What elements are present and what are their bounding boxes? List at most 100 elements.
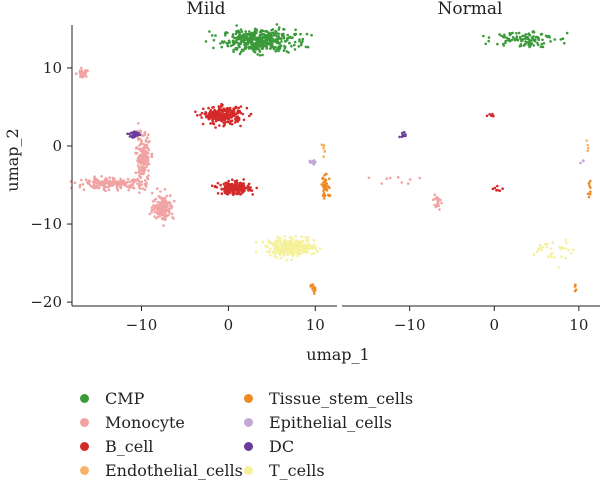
plot-layer: −10 0 10 −10 0 10 −20 −10 0 10 xyxy=(30,23,600,334)
point-b-cell xyxy=(485,114,489,118)
point-t-cells xyxy=(314,246,318,250)
point-cmp xyxy=(548,35,551,38)
point-t-cells xyxy=(261,240,265,244)
point-b-cell xyxy=(224,117,228,120)
point-monocyte xyxy=(81,183,85,186)
point-b-cell xyxy=(212,117,215,120)
point-monocyte xyxy=(156,212,159,216)
legend-item-dc: DC xyxy=(244,434,294,458)
point-t-cells xyxy=(297,240,301,243)
point-t-cells xyxy=(570,252,573,255)
point-b-cell xyxy=(194,110,197,114)
y-tick-label: 10 xyxy=(43,59,62,77)
point-monocyte xyxy=(140,139,143,143)
point-cmp xyxy=(487,39,491,43)
point-cmp xyxy=(240,30,244,34)
point-b-cell xyxy=(248,114,251,118)
point-cmp xyxy=(503,35,507,39)
point-cmp xyxy=(540,42,544,46)
legend: CMP Monocyte B_cell Endothelial_cells Tissue… xyxy=(72,386,492,482)
point-cmp xyxy=(251,37,254,41)
point-cmp xyxy=(487,36,491,39)
point-b-cell xyxy=(238,109,242,113)
point-t-cells xyxy=(560,255,563,258)
point-cmp xyxy=(261,53,264,57)
point-monocyte xyxy=(134,151,137,155)
point-b-cell xyxy=(225,192,228,196)
point-monocyte xyxy=(157,206,161,210)
point-cmp xyxy=(226,44,230,48)
point-b-cell xyxy=(215,110,219,113)
legend-label: Epithelial_cells xyxy=(269,412,393,432)
point-t-cells xyxy=(279,249,283,252)
point-cmp xyxy=(297,45,301,48)
point-cmp xyxy=(265,45,268,49)
point-monocyte xyxy=(400,181,404,184)
point-monocyte xyxy=(153,198,156,202)
y-axis-label: umap_2 xyxy=(3,128,22,191)
point-cmp xyxy=(285,50,289,53)
point-monocyte xyxy=(147,169,150,172)
point-monocyte xyxy=(150,155,154,159)
point-cmp xyxy=(251,45,254,48)
point-t-cells xyxy=(294,240,298,243)
point-b-cell xyxy=(215,186,219,189)
point-monocyte xyxy=(433,203,436,207)
point-tissue-stem-cells xyxy=(321,177,324,181)
legend-item-cmp: CMP xyxy=(80,386,144,410)
point-cmp xyxy=(529,39,533,42)
point-epithelial-cells xyxy=(312,159,316,162)
point-t-cells xyxy=(302,248,306,252)
point-t-cells xyxy=(567,249,570,252)
point-cmp xyxy=(301,37,305,41)
point-monocyte xyxy=(108,184,111,188)
point-monocyte xyxy=(435,195,439,199)
point-monocyte xyxy=(104,180,107,184)
x-axis-label: umap_1 xyxy=(306,345,369,364)
point-monocyte xyxy=(140,160,143,164)
point-monocyte xyxy=(128,186,131,189)
legend-item-epithelial-cells: Epithelial_cells xyxy=(244,410,392,434)
point-monocyte xyxy=(130,179,134,183)
point-cmp xyxy=(561,37,565,40)
point-monocyte xyxy=(160,197,163,200)
point-b-cell xyxy=(222,113,225,116)
point-b-cell xyxy=(234,117,237,120)
point-cmp xyxy=(508,32,511,35)
point-b-cell xyxy=(201,122,205,126)
point-t-cells xyxy=(304,236,308,239)
point-t-cells xyxy=(277,245,281,248)
point-cmp xyxy=(504,39,508,43)
point-b-cell xyxy=(491,112,494,116)
point-b-cell xyxy=(223,108,226,112)
point-dc xyxy=(126,132,129,136)
point-monocyte xyxy=(139,142,142,146)
point-b-cell xyxy=(214,126,217,129)
point-cmp xyxy=(214,34,217,37)
point-monocyte xyxy=(408,178,412,181)
point-cmp xyxy=(282,36,286,40)
point-t-cells xyxy=(299,252,303,256)
point-monocyte xyxy=(161,204,164,208)
point-monocyte xyxy=(136,164,140,167)
point-monocyte xyxy=(79,74,83,78)
point-cmp xyxy=(251,47,254,51)
point-cmp xyxy=(210,34,214,37)
point-tissue-stem-cells xyxy=(588,184,591,187)
point-monocyte xyxy=(164,205,167,208)
point-t-cells xyxy=(282,242,285,245)
point-b-cell xyxy=(249,112,253,116)
point-cmp xyxy=(541,38,544,42)
point-b-cell xyxy=(226,187,230,190)
point-cmp xyxy=(242,41,246,44)
point-t-cells xyxy=(532,253,536,256)
point-cmp xyxy=(519,44,523,48)
point-cmp xyxy=(305,32,309,36)
point-b-cell xyxy=(200,111,204,115)
point-t-cells xyxy=(307,242,310,246)
point-cmp xyxy=(306,45,310,49)
point-t-cells xyxy=(307,235,310,239)
point-t-cells xyxy=(272,243,276,246)
point-cmp xyxy=(539,45,543,49)
